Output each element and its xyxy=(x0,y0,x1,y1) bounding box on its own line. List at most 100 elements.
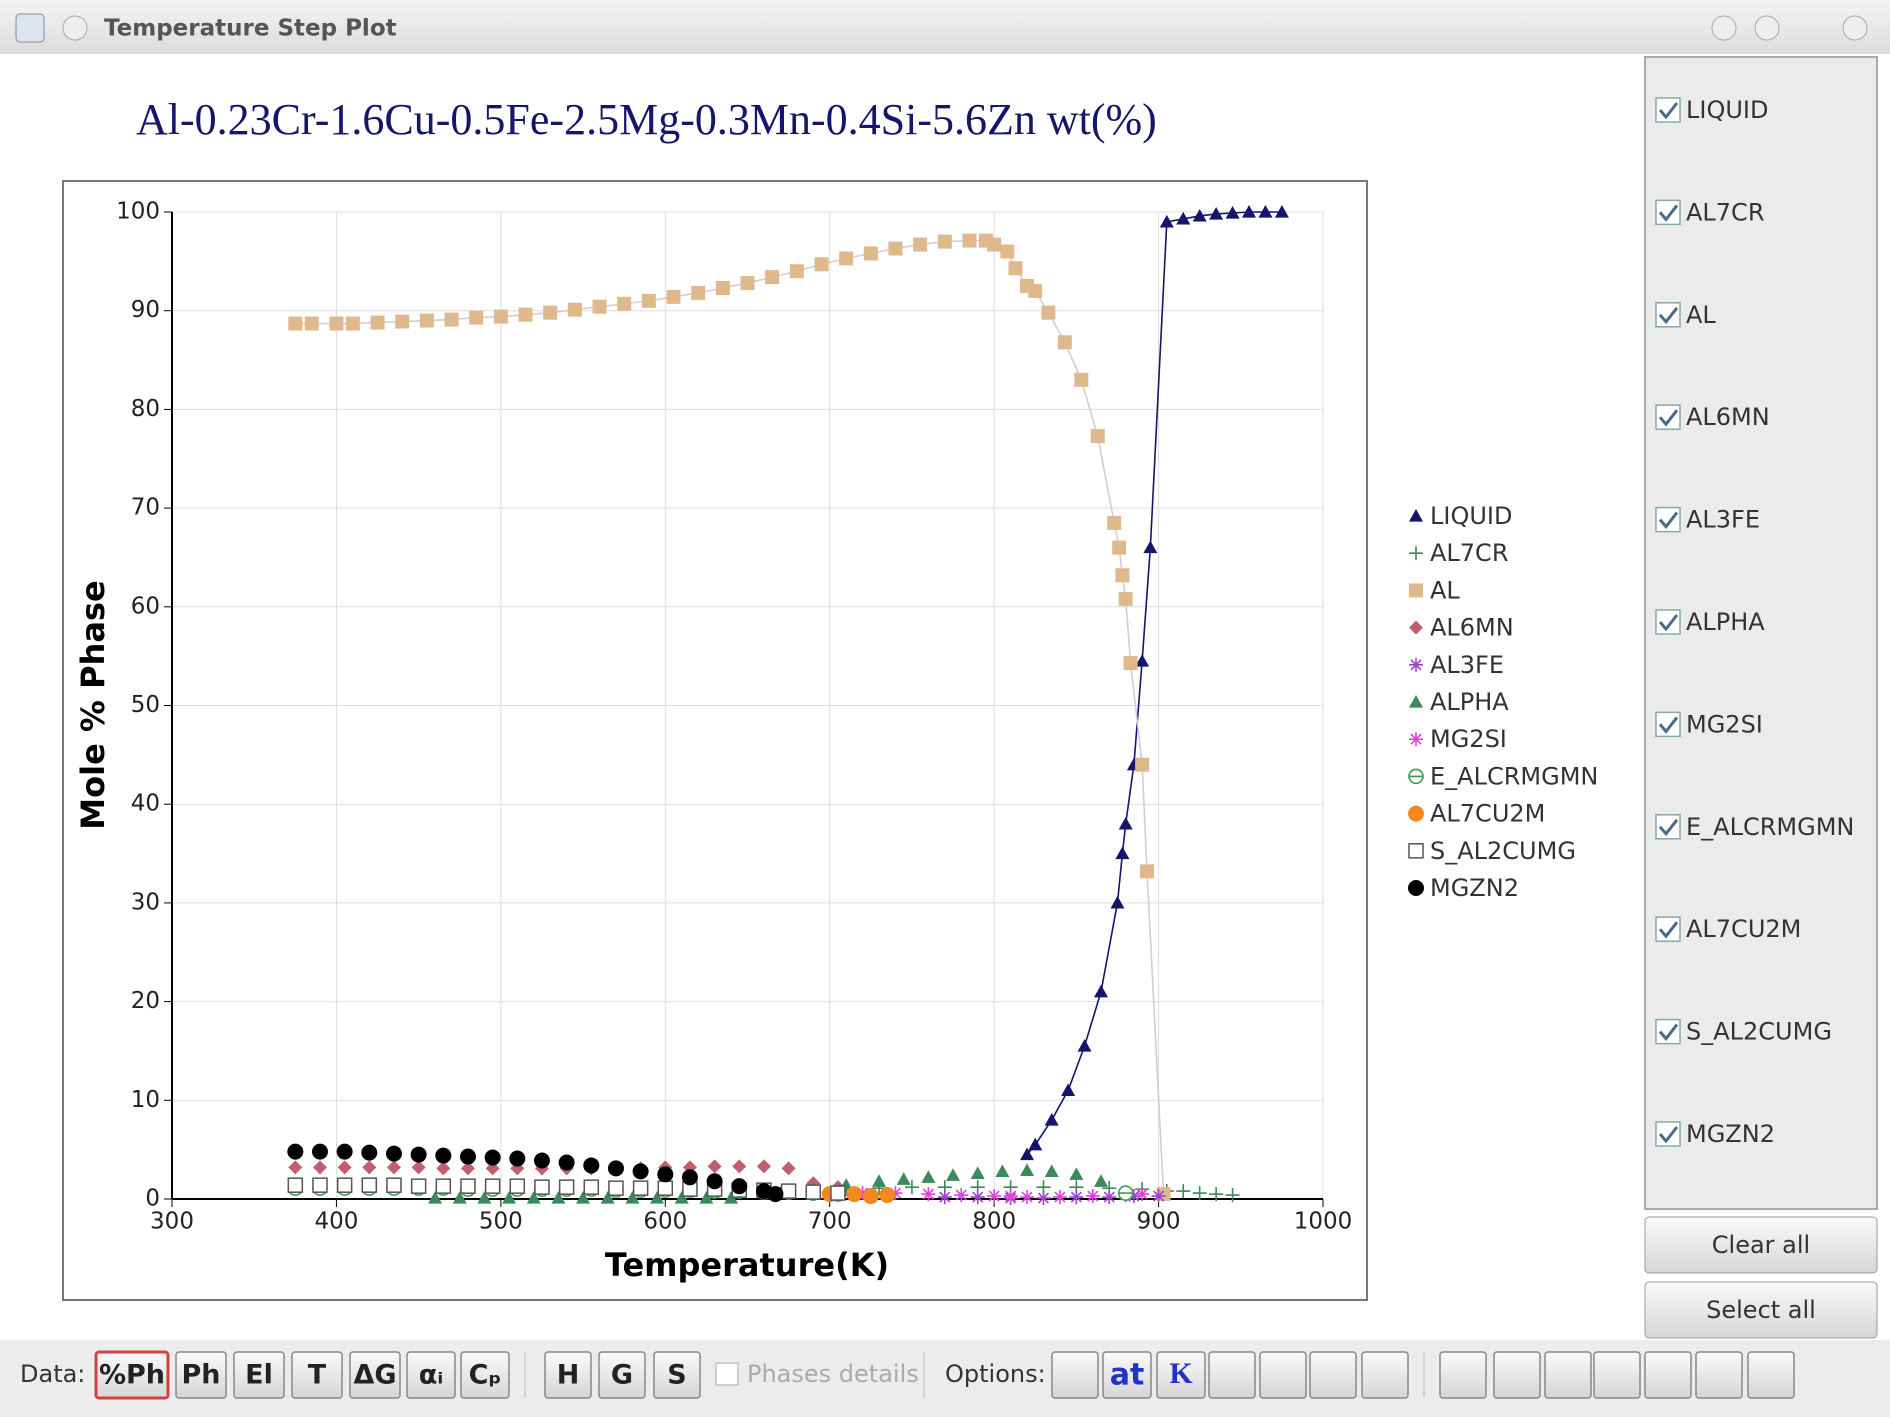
toolbar-button[interactable] xyxy=(598,1351,646,1399)
data-point xyxy=(780,1183,797,1199)
y-tick-label: 90 xyxy=(131,297,160,323)
phase-checkbox[interactable] xyxy=(1655,609,1681,635)
panel-button-label: Select all xyxy=(1706,1296,1816,1324)
check-mark xyxy=(1658,204,1679,222)
phase-checkbox[interactable] xyxy=(1655,506,1681,533)
data-point xyxy=(1135,757,1150,772)
data-point xyxy=(937,1190,952,1205)
menu-button[interactable] xyxy=(62,15,88,41)
y-tick-label: 0 xyxy=(145,1186,160,1212)
data-point xyxy=(657,1166,674,1183)
toolbar-button[interactable] xyxy=(544,1351,592,1399)
legend-marker xyxy=(1408,768,1424,785)
panel-button[interactable] xyxy=(1644,1216,1878,1274)
phases-details-checkbox[interactable] xyxy=(715,1362,739,1386)
data-point xyxy=(1242,205,1257,218)
minimize-button[interactable] xyxy=(1711,15,1737,41)
check-mark xyxy=(1658,1023,1679,1041)
data-point xyxy=(1028,1137,1043,1151)
data-point xyxy=(1094,1174,1109,1187)
data-point xyxy=(1117,1185,1134,1201)
data-point xyxy=(1020,1147,1035,1161)
data-point xyxy=(452,1191,467,1204)
data-point xyxy=(970,1190,985,1205)
toolbar-button[interactable] xyxy=(1644,1351,1692,1399)
data-point xyxy=(707,1159,722,1174)
data-point xyxy=(1003,1189,1018,1204)
data-point xyxy=(904,1180,919,1195)
data-point xyxy=(435,1178,452,1194)
phase-checkbox[interactable] xyxy=(1655,404,1681,430)
data-point xyxy=(329,316,344,331)
x-tick-label: 800 xyxy=(972,1209,1016,1235)
phase-checkbox[interactable] xyxy=(1655,1018,1681,1045)
check-mark xyxy=(1658,921,1679,939)
toolbar-button[interactable] xyxy=(1309,1351,1357,1399)
data-point xyxy=(888,241,903,256)
toolbar-button-label: H xyxy=(557,1360,580,1391)
toolbar-button[interactable] xyxy=(291,1351,343,1399)
toolbar-button[interactable] xyxy=(349,1351,401,1399)
phase-checkbox[interactable] xyxy=(1655,302,1681,328)
data-point xyxy=(1052,1190,1067,1205)
data-point xyxy=(558,1154,575,1171)
legend-label: AL7CR xyxy=(1430,539,1509,567)
phase-checkbox[interactable] xyxy=(1655,1121,1681,1147)
maximize-button[interactable] xyxy=(1754,15,1780,41)
phase-checkbox-label: E_ALCRMGMN xyxy=(1686,813,1854,841)
toolbar-button[interactable] xyxy=(1544,1351,1592,1399)
toolbar-button[interactable] xyxy=(1051,1351,1099,1399)
data-point xyxy=(395,314,410,329)
toolbar-button[interactable] xyxy=(1208,1351,1256,1399)
toolbar-button[interactable] xyxy=(1747,1351,1795,1399)
toolbar-button[interactable] xyxy=(175,1351,227,1399)
data-point xyxy=(681,1169,698,1186)
data-label: Data: xyxy=(20,1360,85,1388)
data-point xyxy=(370,315,385,330)
toolbar-button[interactable] xyxy=(1493,1351,1541,1399)
toolbar-button[interactable] xyxy=(94,1350,170,1400)
data-point xyxy=(337,1160,352,1175)
data-point xyxy=(921,1170,936,1183)
data-point xyxy=(715,280,730,295)
chart-title: Al-0.23Cr-1.6Cu-0.5Fe-2.5Mg-0.3Mn-0.4Si-… xyxy=(136,95,1157,144)
data-point xyxy=(518,307,533,322)
y-tick-label: 20 xyxy=(131,988,160,1014)
toolbar-button[interactable] xyxy=(653,1351,701,1399)
data-point xyxy=(600,1191,615,1204)
panel-button[interactable] xyxy=(1644,1281,1878,1339)
data-point xyxy=(1176,1184,1191,1199)
toolbar-button[interactable] xyxy=(233,1351,285,1399)
data-point xyxy=(1020,1163,1035,1176)
title-bar xyxy=(0,0,1890,54)
toolbar-button[interactable] xyxy=(1695,1351,1743,1399)
phase-checkbox[interactable] xyxy=(1655,199,1681,226)
data-point xyxy=(1135,1187,1150,1202)
toolbar-button[interactable] xyxy=(406,1351,456,1399)
toolbar-button-label: T xyxy=(308,1360,327,1391)
data-point xyxy=(386,1160,401,1175)
toolbar-button[interactable] xyxy=(1439,1351,1487,1399)
toolbar-button[interactable] xyxy=(1259,1351,1307,1399)
data-point xyxy=(666,289,681,304)
close-button[interactable] xyxy=(1842,15,1868,41)
phase-checkbox[interactable] xyxy=(1655,97,1681,123)
toolbar-button[interactable] xyxy=(1361,1351,1409,1399)
data-point xyxy=(1074,372,1089,387)
toolbar-button[interactable] xyxy=(1156,1351,1206,1399)
x-tick-label: 900 xyxy=(1137,1209,1181,1235)
phase-checkbox[interactable] xyxy=(1655,916,1681,942)
data-point xyxy=(460,1178,476,1194)
data-point xyxy=(459,1148,476,1165)
toolbar-button[interactable] xyxy=(1102,1351,1152,1399)
data-point xyxy=(1151,1189,1166,1204)
data-point xyxy=(657,1180,674,1196)
toolbar-button[interactable] xyxy=(460,1351,510,1399)
phase-checkbox[interactable] xyxy=(1655,814,1681,840)
data-point xyxy=(311,1143,328,1160)
data-point xyxy=(650,1191,665,1204)
phase-checkbox[interactable] xyxy=(1655,711,1681,738)
data-point xyxy=(641,293,656,308)
toolbar-button[interactable] xyxy=(1593,1351,1641,1399)
data-point xyxy=(632,1163,649,1180)
